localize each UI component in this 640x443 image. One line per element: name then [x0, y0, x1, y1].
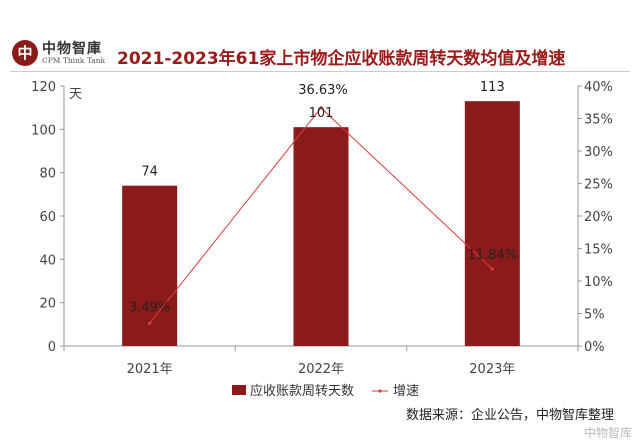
- legend-line-label: 增速: [393, 384, 419, 399]
- logo: 中 中物智庫 CPM Think Tank: [12, 38, 112, 68]
- legend-bar-swatch: [232, 385, 246, 395]
- left-tick-label: 40: [39, 253, 56, 268]
- title-divider: [10, 71, 630, 72]
- right-axis: 0% 5% 10% 15% 20% 25% 30% 35% 40%: [577, 80, 613, 355]
- bar-value-label: 101: [309, 106, 334, 121]
- x-axis: 2021年 2022年 2023年: [63, 345, 579, 377]
- y-axis-unit-label: 天: [69, 87, 82, 102]
- bar-value-label: 74: [141, 165, 158, 180]
- bar: [464, 101, 520, 347]
- bar: [293, 127, 349, 347]
- left-tick-label: 100: [31, 123, 56, 138]
- right-tick-label: 15%: [584, 243, 613, 258]
- right-tick-label: 5%: [584, 308, 605, 323]
- right-tick-label: 10%: [584, 275, 613, 290]
- watermark: 中物智库: [583, 426, 632, 440]
- logo-chinese-name: 中物智庫: [42, 41, 102, 57]
- x-category-label: 2022年: [298, 362, 344, 377]
- left-tick-label: 20: [39, 297, 56, 312]
- right-tick-label: 0%: [584, 340, 605, 355]
- left-tick-label: 80: [39, 167, 56, 182]
- data-labels: 74 101 113 3.49% 36.63% 11.84%: [129, 80, 517, 315]
- bar-value-label: 113: [480, 80, 505, 95]
- left-tick-label: 0: [48, 340, 56, 355]
- legend: 应收账款周转天数 增速: [232, 383, 419, 399]
- left-tick-label: 120: [31, 80, 56, 95]
- logo-mark: 中: [12, 40, 38, 66]
- growth-value-label: 3.49%: [129, 300, 170, 315]
- right-tick-label: 25%: [584, 178, 613, 193]
- right-tick-label: 30%: [584, 145, 613, 160]
- x-category-label: 2023年: [469, 362, 515, 377]
- growth-point: [319, 106, 323, 110]
- left-axis: 0 20 40 60 80 100 120 天: [31, 80, 82, 355]
- growth-point: [148, 321, 152, 325]
- growth-value-label: 36.63%: [298, 83, 348, 98]
- right-tick-label: 35%: [584, 113, 613, 128]
- bar-series: [122, 101, 520, 347]
- data-source: 数据来源：企业公告，中物智库整理: [405, 408, 614, 423]
- chart-title: 2021-2023年61家上市物企应收账款周转天数均值及增速: [117, 49, 566, 69]
- logo-english-name: CPM Think Tank: [42, 56, 106, 65]
- right-tick-label: 20%: [584, 210, 613, 225]
- growth-point: [490, 267, 494, 271]
- growth-value-label: 11.84%: [468, 248, 518, 263]
- left-tick-label: 60: [39, 210, 56, 225]
- right-tick-label: 40%: [584, 80, 613, 95]
- legend-bar-label: 应收账款周转天数: [250, 383, 354, 399]
- x-category-label: 2021年: [127, 362, 173, 377]
- line-series: [148, 106, 494, 325]
- bar: [122, 185, 178, 346]
- legend-line-marker: [378, 389, 382, 393]
